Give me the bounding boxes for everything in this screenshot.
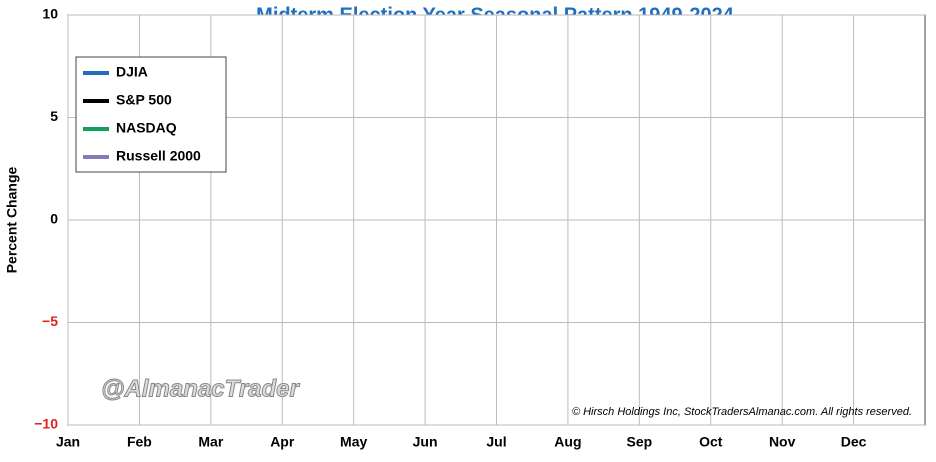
- x-tick-label: Feb: [127, 434, 152, 450]
- copyright: © Hirsch Holdings Inc, StockTradersAlman…: [572, 406, 912, 418]
- legend-label: NASDAQ: [116, 120, 177, 136]
- y-tick-label: 5: [50, 108, 58, 124]
- x-tick-label: Dec: [841, 434, 867, 450]
- x-tick-label: Jul: [486, 434, 506, 450]
- x-tick-label: Jun: [413, 434, 438, 450]
- y-tick-label: −5: [42, 313, 58, 329]
- x-tick-label: May: [340, 434, 367, 450]
- y-axis-label: Percent Change: [4, 166, 20, 273]
- legend-label: Russell 2000: [116, 148, 201, 164]
- x-tick-label: Oct: [699, 434, 723, 450]
- x-tick-label: Nov: [769, 434, 796, 450]
- y-tick-label: 0: [50, 211, 58, 227]
- watermark: @AlmanacTrader: [101, 375, 300, 402]
- x-tick-label: Apr: [270, 434, 295, 450]
- y-tick-label: 10: [42, 6, 58, 22]
- x-tick-label: Sep: [626, 434, 652, 450]
- x-tick-label: Mar: [198, 434, 223, 450]
- legend-label: S&P 500: [116, 92, 172, 108]
- legend-box: [75, 56, 227, 173]
- legend-label: DJIA: [116, 64, 148, 80]
- x-tick-label: Aug: [554, 434, 581, 450]
- y-tick-label: −10: [34, 416, 58, 432]
- x-tick-label: Jan: [56, 434, 80, 450]
